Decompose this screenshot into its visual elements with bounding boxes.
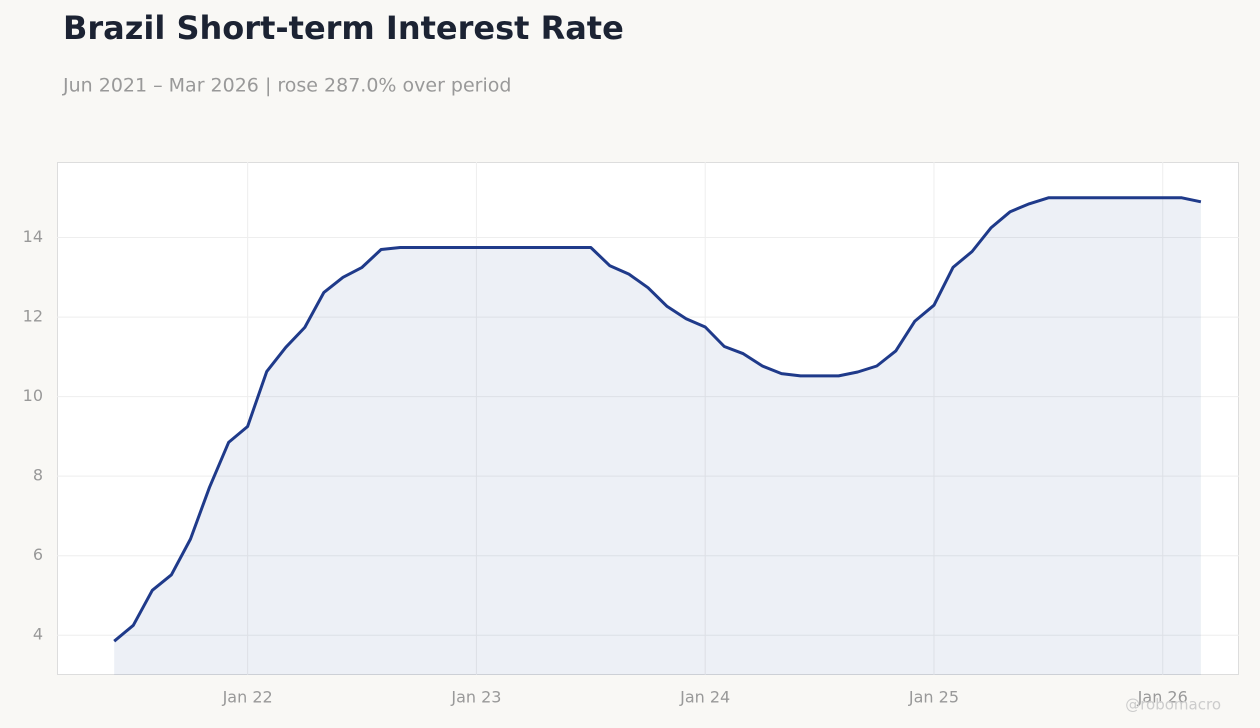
area [114,197,1201,676]
y-tick-label: 14 [23,227,43,246]
line [113,196,1202,643]
chart-title: Brazil Short-term Interest Rate [63,9,624,47]
y-tick-label: 6 [33,545,43,564]
chart-subtitle: Jun 2021 – Mar 2026 | rose 287.0% over p… [62,75,511,97]
x-tick-label: Jan 23 [450,688,501,707]
x-tick-label: Jan 24 [679,688,730,707]
y-tick-label: 4 [33,625,43,644]
x-tick-label: Jan 22 [222,688,273,707]
x-tick-label: Jan 26 [1137,688,1188,707]
y-tick-label: 12 [23,307,43,326]
watermark: @robomacro [1125,696,1221,714]
y-tick-label: 8 [33,466,43,485]
x-tick-label: Jan 25 [908,688,959,707]
marks [113,196,1202,676]
plot-area [57,162,1239,675]
grid: 4 6 8 10 12 14 Jan 22 Jan 23 Jan 24 Jan 25 Jan 26 [23,162,1239,707]
y-tick-label: 10 [23,386,43,405]
